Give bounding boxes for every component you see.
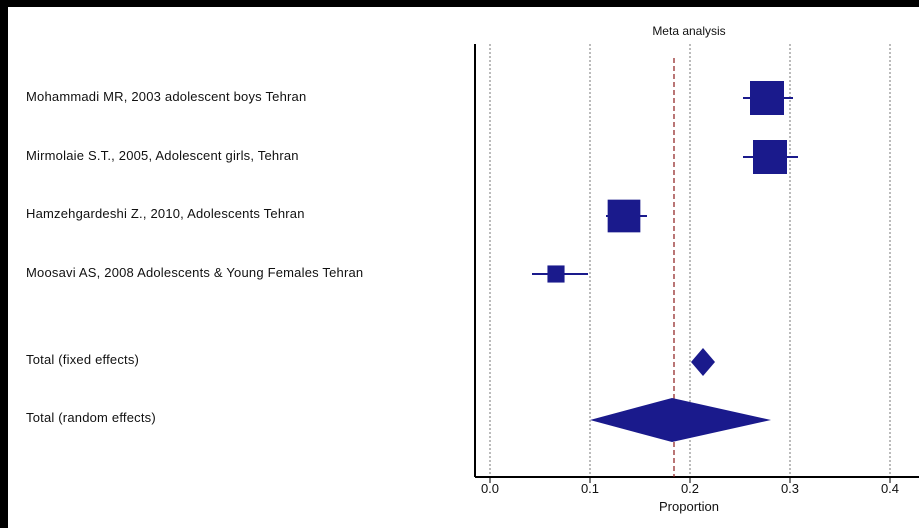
study-label-mirmolaie: Mirmolaie S.T., 2005, Adolescent girls, …: [26, 148, 299, 163]
study-square-2: [607, 199, 641, 233]
study-label-mohammadi: Mohammadi MR, 2003 adolescent boys Tehra…: [26, 89, 307, 104]
chart-title: Meta analysis: [652, 24, 725, 38]
study-label-hamzehgardeshi: Hamzehgardeshi Z., 2010, Adolescents Teh…: [26, 206, 305, 221]
total-fixed-label: Total (fixed effects): [26, 352, 140, 367]
frame-left-border: [0, 0, 8, 528]
x-tick-label-3: 0.3: [781, 481, 799, 496]
x-tick-label-2: 0.2: [681, 481, 699, 496]
study-square-3: [547, 265, 565, 283]
study-square-1: [753, 140, 787, 174]
total-diamond-1: [590, 398, 771, 442]
study-label-moosavi: Moosavi AS, 2008 Adolescents & Young Fem…: [26, 265, 364, 280]
x-tick-label-0: 0.0: [481, 481, 499, 496]
total-random-label: Total (random effects): [26, 410, 156, 425]
x-tick-label-4: 0.4: [881, 481, 899, 496]
total-diamond-0: [691, 348, 715, 376]
x-axis-label: Proportion: [659, 499, 719, 514]
study-square-0: [750, 81, 784, 115]
frame-top-border: [0, 0, 919, 7]
x-tick-label-1: 0.1: [581, 481, 599, 496]
